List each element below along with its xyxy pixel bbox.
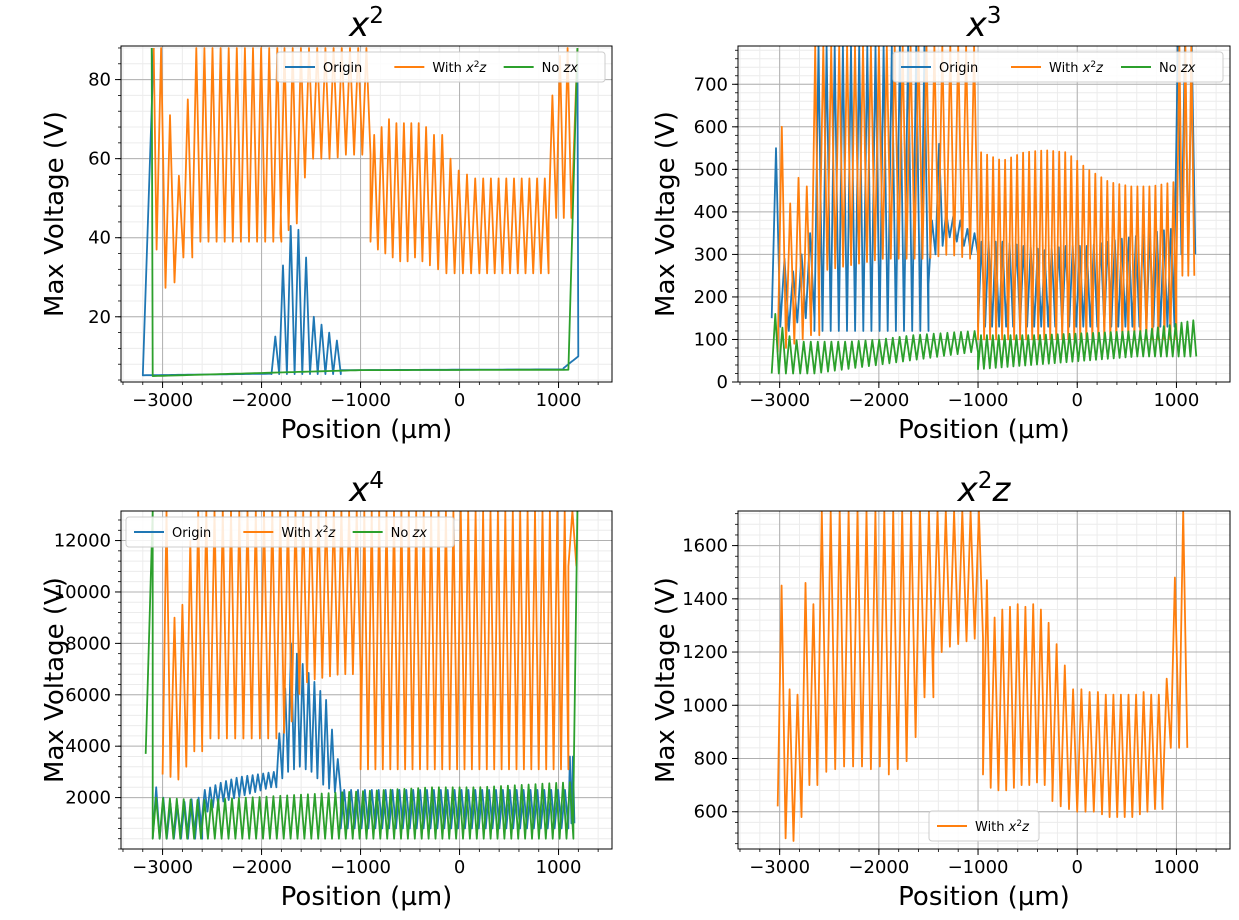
y-tick-label: 100 [694,329,728,350]
series-line-no_zx [150,47,579,377]
legend-label: With x2z [1049,60,1104,76]
series-line-origin [151,642,576,840]
series-line-with_x2z [152,47,579,289]
plot-area [144,511,579,840]
x-tick-label: 1000 [1154,390,1200,411]
y-tick-label: 1400 [682,589,728,610]
legend-label: Origin [172,526,211,541]
x-tick-label: −3000 [749,390,810,411]
series-line-with_x2z [776,46,1196,353]
y-axis-label: Max Voltage (V) [40,111,70,317]
x-tick-label: 0 [454,390,465,411]
legend-box [892,51,1224,83]
y-tick-label: 4000 [65,736,111,757]
y-tick-label: 600 [694,117,728,138]
plot-area [770,46,1198,375]
x-tick-label: −2000 [231,857,292,878]
y-tick-label: 2000 [65,788,111,809]
y-tick-label: 400 [694,202,728,223]
legend: Origin With x2z No zx [276,51,606,83]
y-tick-label: 700 [694,74,728,95]
y-tick-label: 800 [694,749,728,770]
subplot-x3: −3000 −2000 −1000 0 1000 0 100 200 300 400 500 600 7… [651,3,1231,445]
x-tick-label: −2000 [231,390,292,411]
legend-label: No zx [542,61,579,76]
y-axis-label: Max Voltage (V) [651,577,681,783]
series-line-with_x2z [161,511,578,781]
y-tick-label: 12000 [54,531,111,552]
x-tick-label: −3000 [749,857,810,878]
y-tick-label: 1000 [682,695,728,716]
subplot-x4: −3000 −2000 −1000 0 1000 2000 4000 6000 8000 1000… [40,468,613,912]
x-tick-label: 1000 [536,390,582,411]
series-line-no_zx [770,313,1198,375]
series-line-no_zx [144,511,579,840]
legend: Origin With x2z No zx [892,51,1224,83]
legend-label: With x2z [432,60,487,76]
x-tick-label: 1000 [536,857,582,878]
y-tick-label: 8000 [65,633,111,654]
x-axis-label: Position (µm) [898,882,1070,912]
x-tick-label: −1000 [948,390,1009,411]
x-tick-label: −1000 [330,390,391,411]
x-tick-label: −1000 [330,857,391,878]
legend-label: Origin [939,61,978,76]
x-axis-label: Position (µm) [281,415,453,445]
x-tick-label: −2000 [848,390,909,411]
y-tick-label: 6000 [65,685,111,706]
y-tick-label: 1200 [682,642,728,663]
subplot-x2: −3000 −2000 −1000 0 1000 20 40 60 80 Position (µm… [40,3,613,445]
legend-label: No zx [1159,61,1196,76]
plot-area [141,47,580,377]
x-tick-label: −3000 [132,857,193,878]
x-tick-label: −3000 [132,390,193,411]
x-axis-label: Position (µm) [281,882,453,912]
chart-title: x3 [966,3,1002,45]
y-tick-label: 20 [88,307,111,328]
y-tick-label: 80 [88,70,111,91]
legend-label: Origin [323,61,362,76]
y-tick-label: 300 [694,244,728,265]
axes-frame [120,45,613,383]
axes-frame [737,510,1231,850]
y-axis-label: Max Voltage (V) [40,577,70,783]
legend-label: With x2z [975,819,1030,835]
series-line-with_x2z [776,511,1189,842]
legend-box [928,810,1040,842]
axes-frame [120,510,613,850]
x-tick-label: 0 [1072,390,1083,411]
legend-box [276,51,606,83]
y-tick-label: 60 [88,149,111,170]
y-tick-label: 600 [694,802,728,823]
y-tick-label: 1600 [682,536,728,557]
chart-title: x2 [348,3,384,45]
x-tick-label: −1000 [948,857,1009,878]
legend-label: No zx [391,526,428,541]
x-tick-label: 0 [454,857,465,878]
x-tick-label: 1000 [1154,857,1200,878]
x-axis-label: Position (µm) [898,415,1070,445]
y-axis-label: Max Voltage (V) [651,111,681,317]
y-tick-label: 10000 [54,582,111,603]
y-tick-label: 200 [694,287,728,308]
legend-label: With x2z [281,525,336,541]
axes-frame [737,45,1231,383]
y-tick-label: 0 [717,372,728,393]
legend: With x2z [928,810,1040,842]
x-tick-label: 0 [1072,857,1083,878]
x-tick-label: −2000 [848,857,909,878]
chart-title: x4 [348,468,384,510]
subplot-x2z: −3000 −2000 −1000 0 1000 600 800 1000 1200 1400 16… [651,468,1231,912]
y-tick-label: 40 [88,228,111,249]
chart-title: x2z [957,468,1012,510]
plot-area [776,511,1189,842]
legend: Origin With x2z No zx [125,516,455,548]
legend-box [125,516,455,548]
y-tick-label: 500 [694,159,728,180]
